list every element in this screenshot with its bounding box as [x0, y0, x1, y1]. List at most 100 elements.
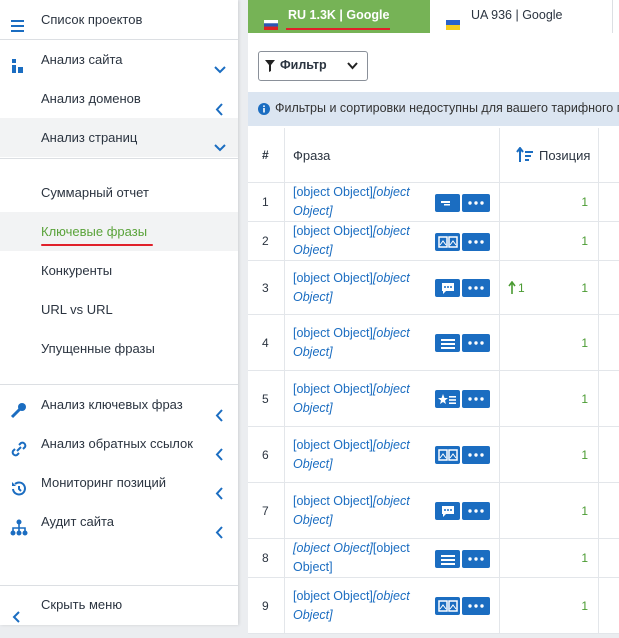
table-header: # Фраза Позиция: [248, 128, 619, 183]
underline: [41, 244, 153, 246]
tab[interactable]: RU 1.3K | Google: [248, 0, 430, 33]
more-button[interactable]: [462, 446, 490, 464]
serp-icon: [442, 506, 454, 517]
main-panel: [248, 33, 619, 633]
row-num: 9: [262, 598, 269, 613]
more-button[interactable]: [462, 550, 490, 568]
phrase[interactable]: [object Object][object Object]: [293, 436, 431, 474]
serp-feature-button[interactable]: [435, 446, 460, 464]
phrase-part: [object Object]: [293, 224, 373, 238]
sort-icon-wrap: [516, 146, 534, 166]
header-position[interactable]: Позиция: [539, 147, 591, 163]
position: 1: [581, 447, 588, 462]
tab-label: UA 936 | Google: [471, 8, 563, 22]
row-num: 5: [262, 391, 269, 406]
sidebar-item[interactable]: URL vs URL: [0, 290, 238, 329]
table-row: 8 [object Object][object Object] 1: [248, 539, 619, 578]
col-line: [284, 315, 285, 370]
menu-icon-wrap: [10, 513, 28, 552]
more-button[interactable]: [462, 233, 490, 251]
sidebar-item[interactable]: Скрыть меню: [0, 585, 238, 624]
serp-feature-button[interactable]: [435, 502, 460, 520]
separator: [0, 585, 238, 586]
sidebar-item[interactable]: Анализ страниц: [0, 118, 238, 157]
dots-icon-wrap: [462, 446, 490, 467]
more-button[interactable]: [462, 279, 490, 297]
phrase[interactable]: [object Object][object Object]: [293, 539, 431, 577]
phrase[interactable]: [object Object][object Object]: [293, 587, 431, 625]
serp-icon: [438, 600, 458, 612]
phrase[interactable]: [object Object][object Object]: [293, 492, 431, 530]
serp-feature-button[interactable]: [435, 390, 460, 408]
row-num: 7: [262, 503, 269, 518]
phrase[interactable]: [object Object][object Object]: [293, 269, 431, 307]
sidebar-item[interactable]: Мониторинг позиций: [0, 463, 238, 502]
serp-feature-button[interactable]: [435, 233, 460, 251]
menu-icon-wrap: [10, 11, 28, 50]
sidebar-label: Анализ обратных ссылок: [41, 436, 193, 451]
serp-feature-button[interactable]: [435, 597, 460, 615]
serp-feature-button[interactable]: [435, 334, 460, 352]
phrase-part: [object Object]: [293, 185, 410, 218]
more-button[interactable]: [462, 334, 490, 352]
sidebar-item[interactable]: Конкуренты: [0, 251, 238, 290]
serp-feature-button[interactable]: [435, 279, 460, 297]
dots-icon: [468, 557, 484, 561]
sidebar-label: Анализ ключевых фраз: [41, 397, 183, 412]
chevron-wrap: [214, 515, 226, 554]
sidebar-item[interactable]: Анализ ключевых фраз: [0, 385, 238, 424]
col-line: [499, 261, 500, 314]
phrase-part: [object Object]: [293, 588, 373, 603]
position: 1: [581, 280, 588, 295]
filter-label: Фильтр: [280, 58, 327, 72]
position: 1: [581, 391, 588, 406]
position-change: 1: [518, 280, 525, 295]
col-line: [284, 261, 285, 314]
chevron-wrap: [214, 398, 226, 437]
sidebar-item[interactable]: Упущенные фразы: [0, 329, 238, 368]
dropdown-arrow: [347, 62, 358, 70]
sidebar-item[interactable]: Анализ обратных ссылок: [0, 424, 238, 463]
up-arrow-wrap: [508, 280, 516, 297]
table-row: 3 [object Object][object Object] 1 1: [248, 261, 619, 315]
sidebar-item[interactable]: Список проектов: [0, 0, 238, 39]
sidebar-item[interactable]: Анализ сайта: [0, 40, 238, 79]
dots-icon: [468, 509, 484, 513]
sidebar-item[interactable]: Анализ доменов: [0, 79, 238, 118]
menu-icon: [12, 481, 26, 496]
sidebar-label: Ключевые фразы: [41, 224, 148, 239]
flag-wrap: [264, 10, 278, 41]
menu-icon-wrap: [10, 474, 28, 513]
table-row: 4 [object Object][object Object] 1: [248, 315, 619, 371]
more-button[interactable]: [462, 597, 490, 615]
sidebar-item[interactable]: Ключевые фразы: [0, 212, 238, 251]
info-icon: [258, 103, 270, 115]
col-line: [284, 128, 285, 182]
serp-feature-button[interactable]: [435, 550, 460, 568]
col-line: [499, 539, 500, 577]
tab[interactable]: UA 936 | Google: [430, 0, 613, 33]
filter-button[interactable]: Фильтр: [258, 51, 368, 81]
dots-icon-wrap: [462, 502, 490, 523]
sidebar-item[interactable]: Суммарный отчет: [0, 173, 238, 212]
table-row: 6 [object Object][object Object] 1: [248, 427, 619, 483]
position: 1: [581, 195, 588, 209]
phrase[interactable]: [object Object][object Object]: [293, 324, 431, 362]
serp-feature-button[interactable]: [435, 194, 460, 212]
filter-icon: [265, 60, 275, 72]
more-button[interactable]: [462, 390, 490, 408]
menu-icon-wrap: [10, 51, 28, 90]
dots-icon: [468, 453, 484, 457]
phrase[interactable]: [object Object][object Object]: [293, 183, 431, 221]
sidebar-item[interactable]: Аудит сайта: [0, 502, 238, 541]
menu-icon: [11, 20, 24, 32]
chevron: [12, 611, 20, 623]
phrase[interactable]: [object Object][object Object]: [293, 380, 431, 418]
phrase-part: [object Object]: [293, 270, 410, 304]
serp-icon-wrap: [436, 334, 460, 355]
phrase[interactable]: [object Object][object Object]: [293, 222, 431, 260]
more-button[interactable]: [462, 502, 490, 520]
more-button[interactable]: [462, 194, 490, 212]
col-line: [598, 371, 599, 426]
chevron: [215, 487, 223, 500]
